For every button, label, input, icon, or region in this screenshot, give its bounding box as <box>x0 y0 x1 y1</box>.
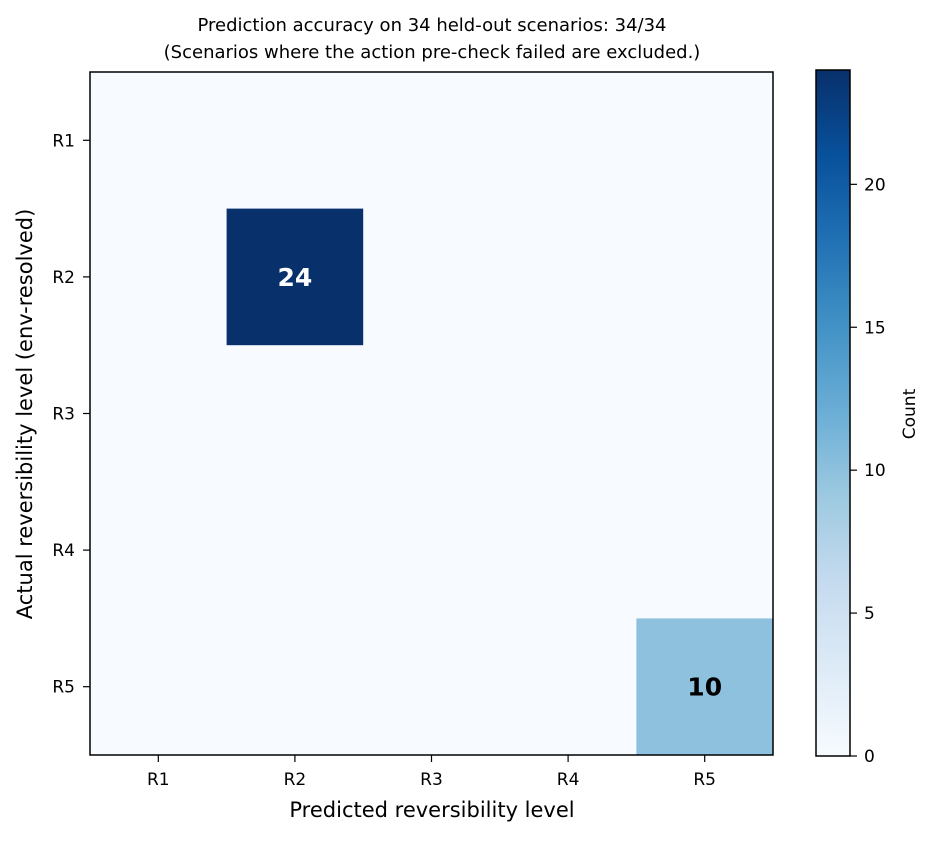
heatmap-cell-r5-r2 <box>226 618 364 756</box>
heatmap-cell-r3-r1 <box>90 345 228 483</box>
colorbar-ticks: 0 5 10 15 20 <box>850 175 886 767</box>
heatmap-cell-r2-r3 <box>363 208 501 346</box>
heatmap-cell-r3-r2 <box>226 345 364 483</box>
x-axis-label: Predicted reversibility level <box>289 798 574 822</box>
x-tick-label: R4 <box>557 770 580 790</box>
heatmap-cell-r2-r2 <box>226 208 364 346</box>
heatmap-cell-r5-r3 <box>363 618 501 756</box>
heatmap-cell-r4-r4 <box>499 481 637 619</box>
heatmap-cell-r5-r5 <box>636 618 774 756</box>
colorbar-tick-label: 0 <box>864 747 875 767</box>
x-tick-label: R2 <box>284 770 307 790</box>
colorbar <box>815 69 851 757</box>
colorbar-label: Count <box>900 388 920 439</box>
heatmap-cell-r1-r5 <box>636 72 774 210</box>
heatmap-cell-r4-r5 <box>636 481 774 619</box>
heatmap-cell-r4-r2 <box>226 481 364 619</box>
y-tick-label: R2 <box>52 268 75 288</box>
heatmap-cells: 24 10 <box>90 72 774 756</box>
colorbar-tick-label: 10 <box>864 461 886 481</box>
x-tick-label: R1 <box>147 770 170 790</box>
y-tick-label: R4 <box>52 541 75 561</box>
cell-value-label: 24 <box>278 263 313 292</box>
heatmap-cell-r2-r4 <box>499 208 637 346</box>
x-tick-label: R3 <box>420 770 443 790</box>
y-axis-ticks: R1 R2 R3 R4 R5 <box>52 131 90 698</box>
cell-value-label: 10 <box>687 673 722 702</box>
heatmap-cell-r1-r4 <box>499 72 637 210</box>
colorbar-tick-label: 15 <box>864 318 886 338</box>
heatmap-cell-r3-r4 <box>499 345 637 483</box>
heatmap-cell-r4-r1 <box>90 481 228 619</box>
y-tick-label: R3 <box>52 405 75 425</box>
heatmap-cell-r3-r5 <box>636 345 774 483</box>
x-tick-label: R5 <box>693 770 716 790</box>
heatmap-cell-r5-r4 <box>499 618 637 756</box>
chart-title: Prediction accuracy on 34 held-out scena… <box>197 15 666 36</box>
heatmap-cell-r3-r3 <box>363 345 501 483</box>
heatmap-cell-r1-r2 <box>226 72 364 210</box>
y-tick-label: R5 <box>52 678 75 698</box>
chart-subtitle: (Scenarios where the action pre-check fa… <box>164 42 701 63</box>
x-axis-ticks: R1 R2 R3 R4 R5 <box>147 755 716 790</box>
heatmap-cell-r1-r1 <box>90 72 228 210</box>
heatmap-cell-r5-r1 <box>90 618 228 756</box>
y-axis-label: Actual reversibility level (env-resolved… <box>13 209 37 620</box>
heatmap-cell-r4-r3 <box>363 481 501 619</box>
heatmap-cell-r1-r3 <box>363 72 501 210</box>
y-tick-label: R1 <box>52 131 75 151</box>
heatmap-cell-r2-r5 <box>636 208 774 346</box>
colorbar-tick-label: 5 <box>864 604 875 624</box>
colorbar-tick-label: 20 <box>864 175 886 195</box>
heatmap-cell-r2-r1 <box>90 208 228 346</box>
